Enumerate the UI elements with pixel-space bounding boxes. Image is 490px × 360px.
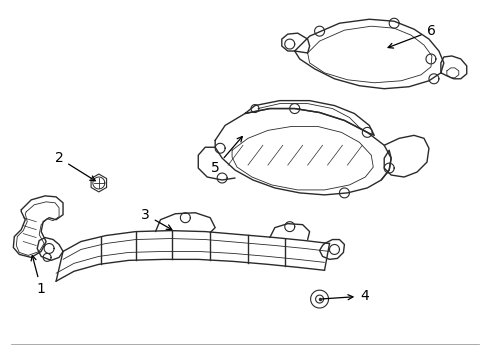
Text: 4: 4 bbox=[322, 289, 368, 303]
Text: 5: 5 bbox=[211, 136, 242, 175]
Text: 2: 2 bbox=[55, 151, 95, 181]
Text: 1: 1 bbox=[31, 256, 46, 296]
Text: 6: 6 bbox=[388, 24, 436, 48]
Text: 3: 3 bbox=[141, 208, 172, 230]
